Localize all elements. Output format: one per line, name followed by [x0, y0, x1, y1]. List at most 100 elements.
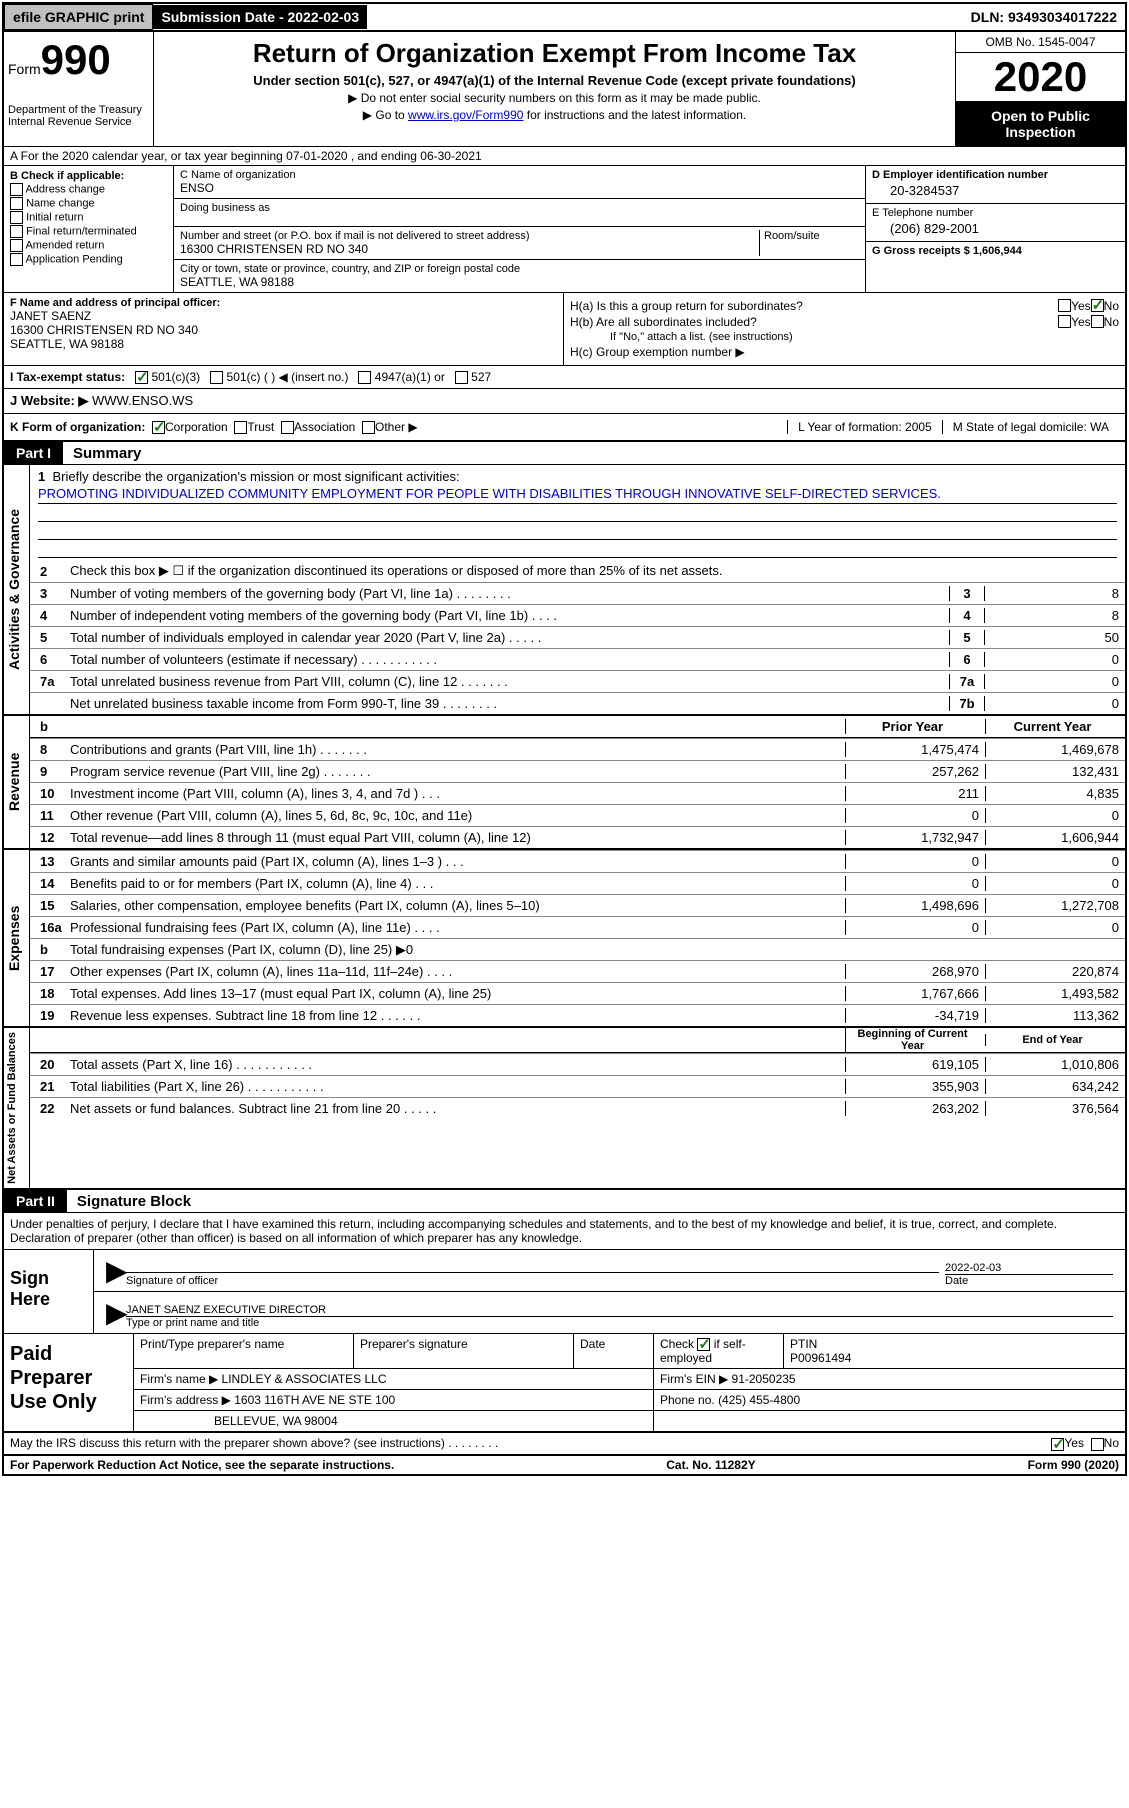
- gov-line-7b: Net unrelated business taxable income fr…: [30, 692, 1125, 714]
- side-expenses: Expenses: [4, 850, 30, 1026]
- netassets-section: Net Assets or Fund Balances Beginning of…: [4, 1028, 1125, 1190]
- discuss-no[interactable]: [1091, 1438, 1104, 1451]
- side-governance: Activities & Governance: [4, 465, 30, 714]
- officer-street: 16300 CHRISTENSEN RD NO 340: [10, 323, 198, 337]
- website: WWW.ENSO.WS: [92, 393, 193, 409]
- part2-title: Signature Block: [67, 1193, 191, 1210]
- year-formation: L Year of formation: 2005: [787, 420, 942, 434]
- sig-date-label: Date: [945, 1274, 1113, 1287]
- dln: DLN: 93493034017222: [963, 5, 1125, 29]
- footer-left: For Paperwork Reduction Act Notice, see …: [10, 1458, 394, 1472]
- org-name: ENSO: [180, 181, 859, 195]
- hb-label: H(b) Are all subordinates included?: [570, 315, 1058, 329]
- phone: (206) 829-2001: [872, 219, 1119, 238]
- form-org-label: K Form of organization:: [10, 420, 145, 434]
- firm-name-label: Firm's name ▶: [140, 1372, 218, 1386]
- chk-amended[interactable]: Amended return: [10, 239, 167, 252]
- chk-address-change[interactable]: Address change: [10, 183, 167, 196]
- row-j: J Website: ▶ WWW.ENSO.WS: [4, 389, 1125, 414]
- irs-link[interactable]: www.irs.gov/Form990: [408, 108, 523, 122]
- ein: 20-3284537: [872, 181, 1119, 200]
- discuss-row: May the IRS discuss this return with the…: [4, 1433, 1125, 1455]
- line-15: 15Salaries, other compensation, employee…: [30, 894, 1125, 916]
- box-d-e-g: D Employer identification number20-32845…: [865, 166, 1125, 292]
- mission-label: Briefly describe the organization's miss…: [52, 469, 459, 484]
- form-header: Form990 Department of the Treasury Inter…: [4, 32, 1125, 147]
- chk-501c[interactable]: [210, 371, 223, 384]
- omb-number: OMB No. 1545-0047: [956, 32, 1125, 53]
- ptin-label: PTIN: [790, 1337, 817, 1351]
- officer-name: JANET SAENZ: [10, 309, 91, 323]
- chk-4947[interactable]: [358, 371, 371, 384]
- hdr-current: Current Year: [985, 719, 1125, 734]
- line-b: bTotal fundraising expenses (Part IX, co…: [30, 938, 1125, 960]
- ssn-note: ▶ Do not enter social security numbers o…: [164, 91, 945, 105]
- hdr-end: End of Year: [985, 1034, 1125, 1046]
- revenue-section: Revenue bPrior YearCurrent Year 8Contrib…: [4, 716, 1125, 850]
- goto-note: ▶ Go to www.irs.gov/Form990 for instruct…: [164, 108, 945, 122]
- hc-label: H(c) Group exemption number ▶: [570, 345, 745, 359]
- prep-date-hdr: Date: [574, 1334, 654, 1368]
- tax-year: 2020: [956, 53, 1125, 102]
- footer-right: Form 990 (2020): [1028, 1458, 1119, 1472]
- chk-app-pending[interactable]: Application Pending: [10, 253, 167, 266]
- side-net: Net Assets or Fund Balances: [4, 1028, 30, 1188]
- firm-phone-label: Phone no.: [660, 1393, 715, 1407]
- box-h: H(a) Is this a group return for subordin…: [564, 293, 1125, 365]
- officer-city: SEATTLE, WA 98188: [10, 337, 124, 351]
- gov-line-7a: 7aTotal unrelated business revenue from …: [30, 670, 1125, 692]
- phone-label: E Telephone number: [872, 207, 973, 219]
- chk-501c3[interactable]: [135, 371, 148, 384]
- sig-date: 2022-02-03: [945, 1262, 1001, 1274]
- line-22: 22Net assets or fund balances. Subtract …: [30, 1097, 1125, 1119]
- chk-initial-return[interactable]: Initial return: [10, 211, 167, 224]
- ha-yes[interactable]: [1058, 299, 1071, 312]
- mission-text: PROMOTING INDIVIDUALIZED COMMUNITY EMPLO…: [38, 484, 1117, 504]
- city: SEATTLE, WA 98188: [180, 275, 859, 289]
- firm-ein-label: Firm's EIN ▶: [660, 1372, 728, 1386]
- ein-label: D Employer identification number: [872, 169, 1048, 181]
- chk-other[interactable]: [362, 421, 375, 434]
- line-13: 13Grants and similar amounts paid (Part …: [30, 850, 1125, 872]
- expense-section: Expenses 13Grants and similar amounts pa…: [4, 850, 1125, 1028]
- discuss-text: May the IRS discuss this return with the…: [10, 1436, 498, 1450]
- hb-no[interactable]: [1091, 315, 1104, 328]
- chk-self-employed[interactable]: [697, 1338, 710, 1351]
- line-19: 19Revenue less expenses. Subtract line 1…: [30, 1004, 1125, 1026]
- box-f: F Name and address of principal officer:…: [4, 293, 564, 365]
- gov-line-3: 3Number of voting members of the governi…: [30, 582, 1125, 604]
- efile-print-button[interactable]: efile GRAPHIC print: [4, 4, 153, 30]
- penalties-text: Under penalties of perjury, I declare th…: [4, 1213, 1125, 1250]
- chk-assoc[interactable]: [281, 421, 294, 434]
- gross-receipts: G Gross receipts $ 1,606,944: [872, 245, 1022, 257]
- form-subtitle: Under section 501(c), 527, or 4947(a)(1)…: [164, 73, 945, 88]
- ha-no[interactable]: [1091, 299, 1104, 312]
- box-c: C Name of organizationENSO Doing busines…: [174, 166, 865, 292]
- part1-tag: Part I: [4, 442, 63, 464]
- chk-527[interactable]: [455, 371, 468, 384]
- ha-label: H(a) Is this a group return for subordin…: [570, 299, 1058, 313]
- gov-line-5: 5Total number of individuals employed in…: [30, 626, 1125, 648]
- sig-name: JANET SAENZ EXECUTIVE DIRECTOR: [126, 1304, 326, 1316]
- chk-corp[interactable]: [152, 421, 165, 434]
- firm-addr2: BELLEVUE, WA 98004: [134, 1411, 654, 1431]
- chk-name-change[interactable]: Name change: [10, 197, 167, 210]
- hb-yes[interactable]: [1058, 315, 1071, 328]
- form-title: Return of Organization Exempt From Incom…: [164, 38, 945, 69]
- chk-trust[interactable]: [234, 421, 247, 434]
- prep-name-hdr: Print/Type preparer's name: [134, 1334, 354, 1368]
- firm-ein: 91-2050235: [732, 1372, 796, 1386]
- prep-label: Paid Preparer Use Only: [4, 1334, 134, 1431]
- line2: Check this box ▶ ☐ if the organization d…: [66, 561, 1125, 581]
- firm-phone: (425) 455-4800: [718, 1393, 800, 1407]
- hb-note: If "No," attach a list. (see instruction…: [570, 331, 1119, 343]
- box-b-label: B Check if applicable:: [10, 170, 124, 182]
- firm-name: LINDLEY & ASSOCIATES LLC: [222, 1372, 387, 1386]
- chk-final-return[interactable]: Final return/terminated: [10, 225, 167, 238]
- row-b-to-g: B Check if applicable: Address change Na…: [4, 166, 1125, 293]
- line-8: 8Contributions and grants (Part VIII, li…: [30, 738, 1125, 760]
- room-label: Room/suite: [759, 230, 859, 256]
- top-bar: efile GRAPHIC print Submission Date - 20…: [4, 4, 1125, 32]
- discuss-yes[interactable]: [1051, 1438, 1064, 1451]
- footer: For Paperwork Reduction Act Notice, see …: [4, 1456, 1125, 1474]
